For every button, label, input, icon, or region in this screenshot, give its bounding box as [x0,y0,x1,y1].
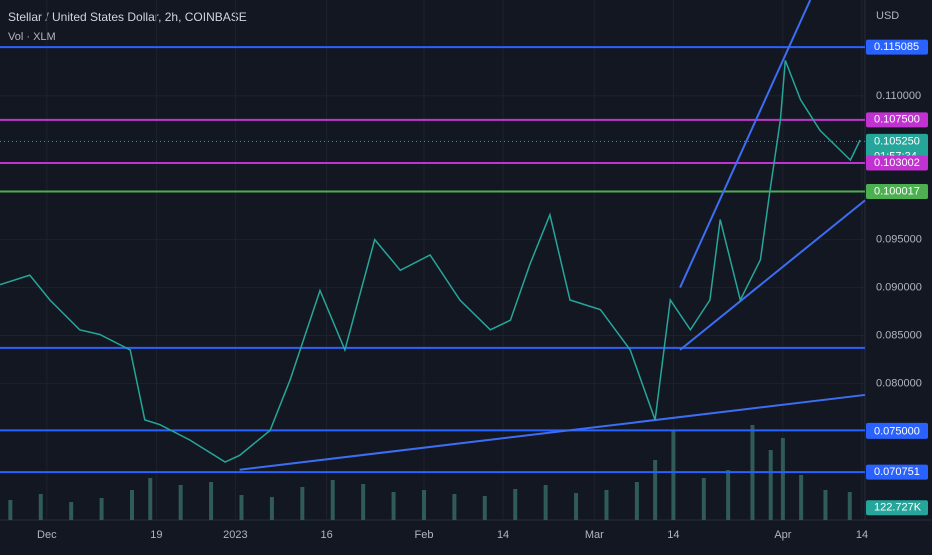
volume-bar [300,487,305,520]
volume-bar [8,500,13,520]
volume-bar [513,489,518,520]
y-tick-label: 0.080000 [876,377,922,389]
y-tick-label: 0.085000 [876,329,922,341]
y-tick-label: 0.095000 [876,234,922,246]
volume-bar [780,438,785,520]
price-tag-label: 0.100017 [874,185,920,197]
volume-bar [148,478,153,520]
y-tick-label: 0.110000 [876,90,921,102]
volume-tag [866,500,928,516]
volume-bar [671,430,676,520]
x-tick-label: 14 [856,529,868,541]
price-tag [866,464,928,480]
volume-bar [847,492,852,520]
volume-bar [574,493,579,520]
volume-bar [799,475,804,520]
volume-bar [69,502,74,520]
price-tag-label: 0.115085 [874,41,919,53]
price-tag-label: 0.075000 [874,425,920,437]
volume-bar [482,496,487,520]
price-tag-label: 0.107500 [874,114,920,126]
volume-bar [604,490,609,520]
x-tick-label: Dec [37,529,57,541]
x-tick-label: Mar [585,529,604,541]
x-tick-label: 14 [497,529,509,541]
y-axis-label: USD [876,10,899,22]
price-tag-label: 0.103002 [874,157,920,169]
volume-bar [99,498,104,520]
trendline [239,393,866,471]
volume-bar [823,490,828,520]
volume-tag-label: 122.727K [874,502,922,514]
chart-subtitle: Vol · XLM [8,31,56,43]
price-line [0,60,861,463]
volume-bar [701,478,706,520]
volume-bar [209,482,214,520]
trendline [679,199,866,351]
volume-bar [361,484,366,520]
price-tag [866,112,928,128]
volume-bar [421,490,426,520]
volume-bar [269,497,274,520]
price-tag-label: 0.105250 [874,135,920,147]
x-tick-label: 16 [321,529,333,541]
volume-bar [38,494,43,520]
volume-bar [768,450,773,520]
volume-bar [452,494,457,520]
volume-bar [726,470,731,520]
volume-bar [330,480,335,520]
price-tag [866,184,928,200]
trendline [679,0,812,288]
price-tag [866,423,928,439]
volume-bar [239,495,244,520]
x-tick-label: Feb [414,529,433,541]
price-tag [866,155,928,171]
chart-title: Stellar / United States Dollar, 2h, COIN… [8,10,247,24]
x-tick-label: 2023 [223,529,247,541]
volume-bar [178,485,183,520]
x-tick-label: 14 [667,529,679,541]
x-tick-label: Apr [774,529,791,541]
y-tick-label: 0.090000 [876,281,922,293]
volume-bar [391,492,396,520]
price-tag-label: 0.070751 [874,466,920,478]
price-tag [866,39,928,55]
volume-bar [130,490,135,520]
volume-bar [543,485,548,520]
x-tick-label: 19 [150,529,162,541]
volume-bar [634,482,639,520]
volume-bar [653,460,658,520]
